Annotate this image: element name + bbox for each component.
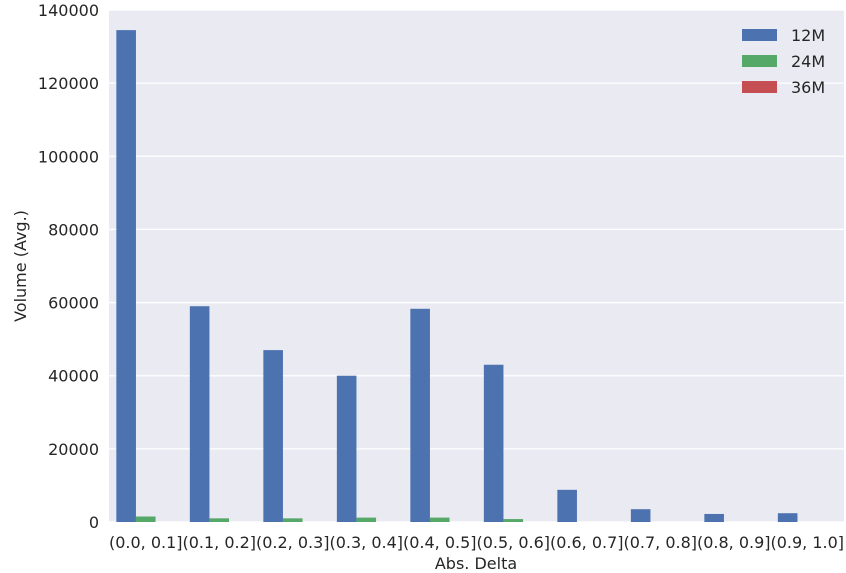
bar-12M-7 [630, 509, 651, 522]
legend-label-24M: 24M [791, 52, 825, 71]
plot-background [109, 10, 844, 522]
y-tick-label: 100000 [38, 147, 99, 166]
y-tick-label: 0 [89, 513, 99, 532]
x-axis-ticks: (0.0, 0.1] (0.1, 0.2] (0.2, 0.3] (0.3, 0.4]… [109, 533, 844, 552]
bar-24M-0 [135, 516, 156, 522]
bar-12M-3 [336, 375, 357, 522]
x-tick-label: (0.4, 0.5] [403, 533, 477, 552]
bar-12M-6 [557, 489, 577, 522]
legend: 12M 24M 36M [742, 26, 825, 97]
bar-12M-8 [704, 513, 724, 522]
bar-24M-1 [209, 518, 230, 522]
x-tick-label: (0.5, 0.6] [476, 533, 550, 552]
x-tick-label: (0.2, 0.3] [256, 533, 330, 552]
bar-24M-3 [356, 517, 377, 522]
legend-label-36M: 36M [791, 78, 825, 97]
y-axis-label: Volume (Avg.) [11, 210, 30, 322]
bar-24M-5 [503, 519, 524, 522]
x-tick-label: (0.9, 1.0] [770, 533, 844, 552]
x-tick-label: (0.8, 0.9] [697, 533, 771, 552]
legend-swatch-12M [742, 29, 777, 41]
x-tick-label: (0.7, 0.8] [623, 533, 697, 552]
legend-swatch-36M [742, 81, 777, 93]
gridlines [109, 9, 844, 523]
y-tick-label: 80000 [48, 220, 99, 239]
x-tick-label: (0.3, 0.4] [329, 533, 403, 552]
x-tick-label: (0.6, 0.7] [550, 533, 624, 552]
x-tick-label: (0.0, 0.1] [109, 533, 183, 552]
legend-swatch-24M [742, 55, 777, 67]
bar-12M-0 [116, 30, 136, 522]
bar-12M-1 [189, 306, 210, 522]
bar-24M-2 [282, 518, 303, 522]
y-tick-label: 60000 [48, 294, 99, 313]
bar-24M-4 [429, 517, 450, 522]
y-tick-label: 120000 [38, 74, 99, 93]
x-tick-label: (0.1, 0.2] [182, 533, 256, 552]
bar-12M-5 [483, 364, 504, 522]
y-tick-label: 40000 [48, 367, 99, 386]
legend-label-12M: 12M [791, 26, 825, 45]
bar-12M-4 [410, 308, 430, 522]
bars [116, 30, 798, 522]
bar-12M-9 [777, 513, 798, 522]
y-tick-label: 20000 [48, 440, 99, 459]
y-axis-ticks: 0 20000 40000 60000 80000 100000 120000 140000 [38, 1, 99, 532]
bar-12M-2 [263, 350, 283, 522]
x-axis-label: Abs. Delta [435, 554, 517, 573]
y-tick-label: 140000 [38, 1, 99, 20]
